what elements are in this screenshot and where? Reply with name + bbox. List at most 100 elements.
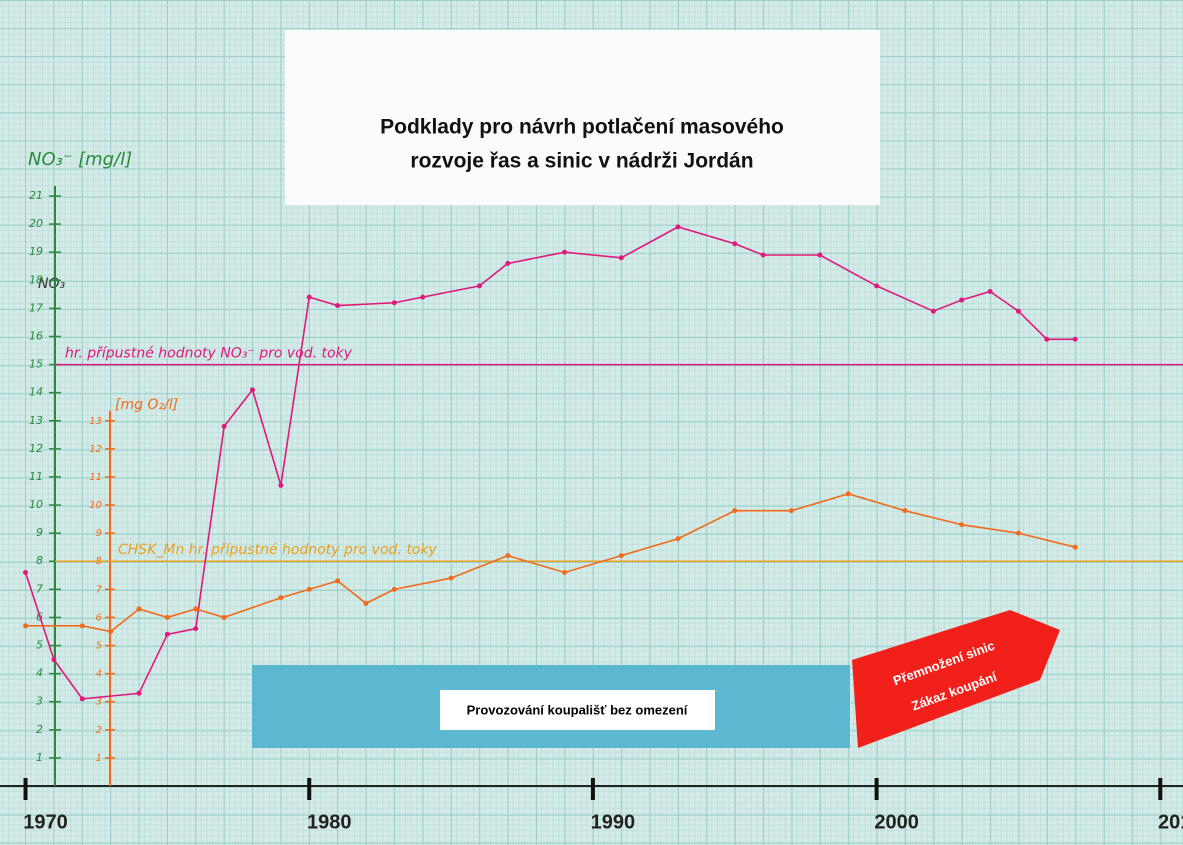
data-point [1016, 531, 1021, 536]
data-point [505, 553, 510, 558]
x-tick-label: 1980 [307, 811, 352, 833]
data-point [51, 657, 56, 662]
data-point [80, 696, 85, 701]
data-point [505, 261, 510, 266]
data-point [392, 587, 397, 592]
data-point [619, 255, 624, 260]
x-tick-label: 2000 [874, 811, 919, 833]
y-tick-label: 2 [36, 723, 43, 736]
data-point [477, 283, 482, 288]
x-tick-label: 2010 [1158, 811, 1183, 833]
y2-tick-label: 10 [89, 500, 102, 511]
data-point [137, 607, 142, 612]
data-point [732, 241, 737, 246]
data-point [307, 587, 312, 592]
y-tick-label: 1 [36, 751, 43, 764]
data-point [988, 289, 993, 294]
y-tick-label: 18 [29, 273, 43, 286]
data-point [307, 295, 312, 300]
data-point [761, 253, 766, 258]
data-point [165, 632, 170, 637]
y2-tick-label: 2 [96, 725, 102, 736]
y2-tick-label: 4 [96, 669, 102, 680]
data-point [137, 691, 142, 696]
y-tick-label: 5 [36, 639, 43, 652]
data-point [1044, 337, 1049, 342]
data-point [562, 570, 567, 575]
y-tick-label: 3 [36, 695, 43, 708]
data-point [676, 224, 681, 229]
warning-arrow [852, 610, 1060, 748]
x-tick-label: 1970 [23, 811, 68, 833]
data-point [278, 595, 283, 600]
data-point [165, 615, 170, 620]
data-point [1016, 309, 1021, 314]
y-tick-label: 21 [29, 189, 43, 202]
data-point [1073, 545, 1078, 550]
data-point [420, 295, 425, 300]
data-point [392, 300, 397, 305]
chart-title: rozvoje řas a sinic v nádrži Jordán [410, 150, 753, 173]
data-point [278, 483, 283, 488]
reference-label: hr. přípustné hodnoty NO₃⁻ pro vod. toky [65, 346, 353, 362]
y-axis-label: NO₃⁻ [mg/l] [28, 149, 132, 170]
data-point [1073, 337, 1078, 342]
y2-tick-label: 13 [89, 416, 102, 427]
data-line [26, 494, 1076, 632]
data-point [23, 623, 28, 628]
data-point [222, 424, 227, 429]
y2-tick-label: 1 [96, 753, 102, 764]
data-point [959, 297, 964, 302]
y2-tick-label: 7 [96, 584, 103, 595]
y-tick-label: 10 [29, 498, 43, 511]
data-point [732, 508, 737, 513]
data-point [80, 623, 85, 628]
chart: Podklady pro návrh potlačení masového ro… [0, 0, 1183, 845]
y2-axis-label: [mg O₂/l] [115, 397, 178, 413]
reference-label: CHSK_Mn hr. přípustné hodnoty pro vod. t… [118, 542, 437, 558]
data-point [108, 629, 113, 634]
y-tick-label: 11 [29, 470, 43, 483]
data-point [874, 283, 879, 288]
y2-tick-label: 11 [89, 472, 102, 483]
data-point [902, 508, 907, 513]
x-tick-label: 1990 [591, 811, 636, 833]
y-tick-label: 12 [29, 442, 43, 455]
y-tick-label: 13 [29, 414, 43, 427]
y2-tick-label: 12 [89, 444, 102, 455]
data-point [619, 553, 624, 558]
data-point [335, 303, 340, 308]
data-point [817, 253, 822, 258]
data-point [846, 491, 851, 496]
y-tick-label: 15 [29, 358, 43, 371]
y-tick-label: 4 [36, 667, 43, 680]
y-tick-label: 16 [29, 329, 43, 342]
y-tick-label: 17 [29, 301, 43, 314]
data-point [193, 626, 198, 631]
data-point [363, 601, 368, 606]
data-point [23, 570, 28, 575]
data-line [26, 227, 1076, 699]
chart-title: Podklady pro návrh potlačení masového [380, 116, 784, 139]
data-point [335, 578, 340, 583]
data-point [449, 576, 454, 581]
page: {"chart_data":{"type":"line", "title_lin… [0, 0, 1183, 845]
y2-tick-label: 6 [96, 612, 102, 623]
data-point [193, 607, 198, 612]
data-point [931, 309, 936, 314]
data-point [250, 387, 255, 392]
data-point [562, 250, 567, 255]
y-tick-label: 14 [29, 386, 43, 399]
data-point [959, 522, 964, 527]
y-tick-label: 19 [29, 245, 43, 258]
y2-tick-label: 5 [96, 641, 102, 652]
y2-tick-label: 3 [96, 697, 102, 708]
y-tick-label: 7 [36, 582, 43, 595]
y-tick-label: 20 [29, 217, 43, 230]
y-tick-label: 8 [36, 554, 43, 567]
y2-tick-label: 9 [96, 528, 102, 539]
data-point [676, 536, 681, 541]
data-point [222, 615, 227, 620]
annotation: Provozování koupališť bez omezení [467, 702, 688, 717]
y-tick-label: 9 [36, 526, 43, 539]
